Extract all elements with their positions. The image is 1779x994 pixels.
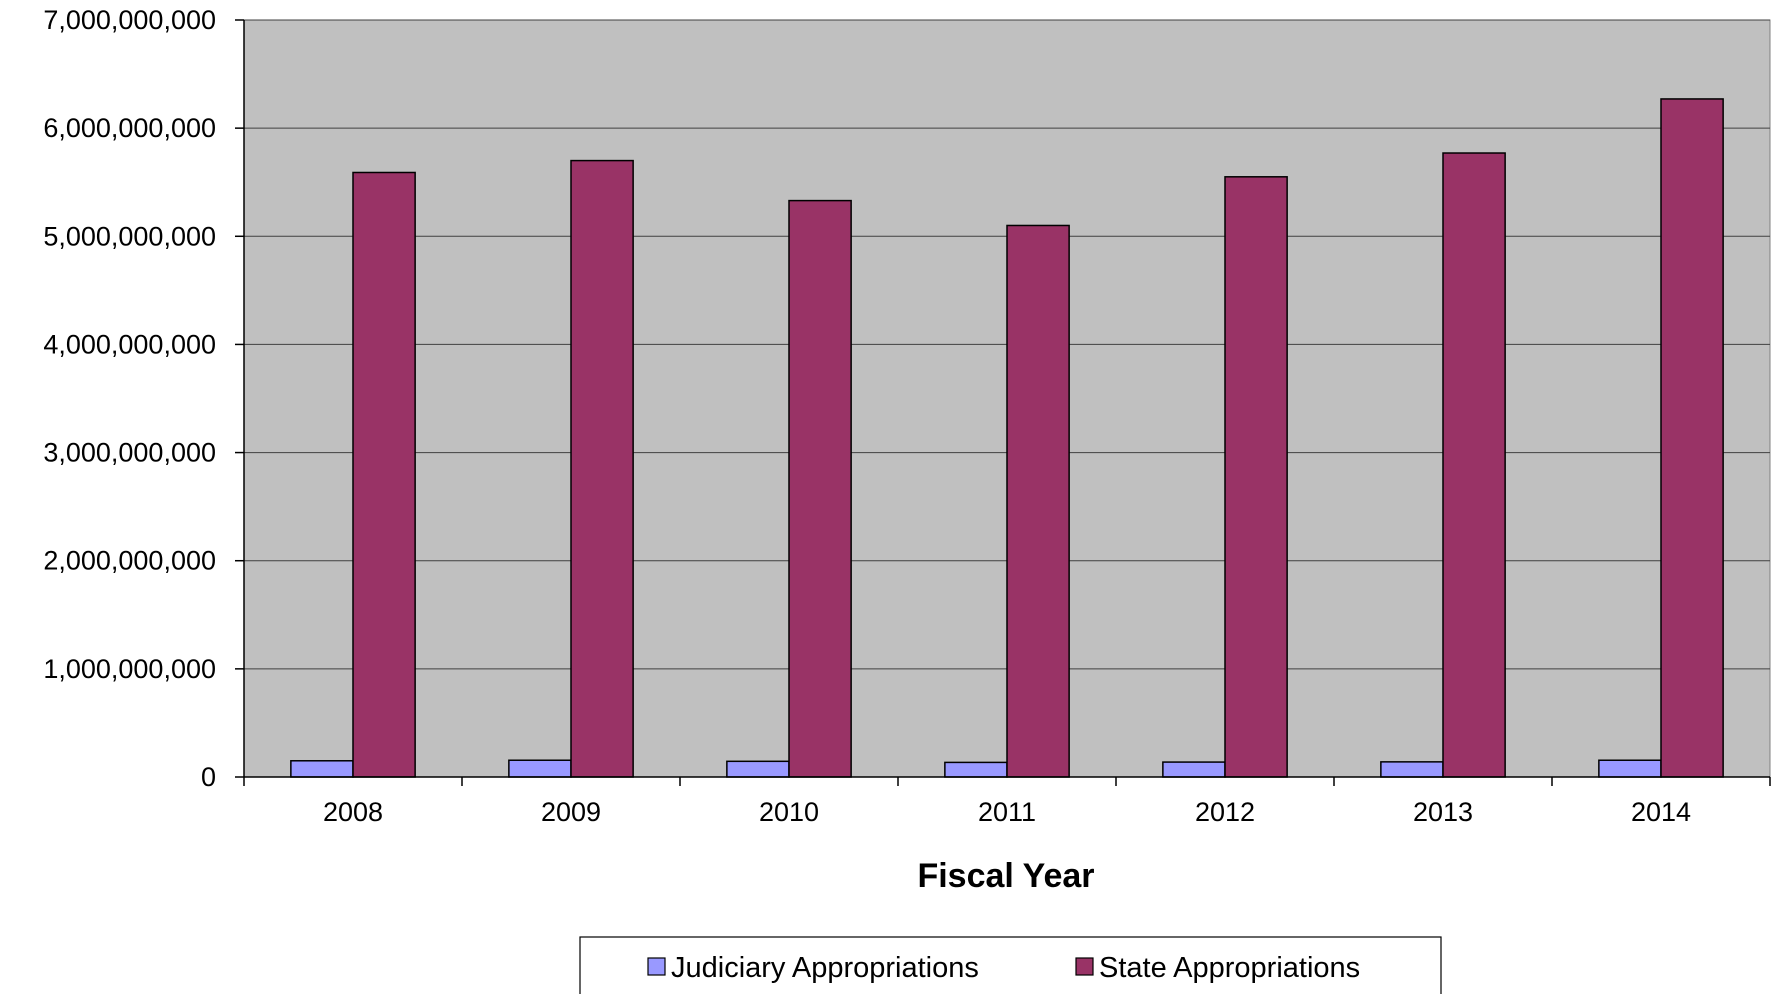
x-tick-label: 2010 bbox=[759, 797, 819, 827]
y-tick-label: 7,000,000,000 bbox=[43, 5, 216, 35]
bar-judiciary-appropriations-2009 bbox=[508, 759, 572, 778]
x-tick-label: 2012 bbox=[1195, 797, 1255, 827]
y-tick-label: 0 bbox=[201, 762, 216, 792]
bar-judiciary-appropriations-2014 bbox=[1598, 759, 1662, 778]
bar-state-appropriations-2013 bbox=[1442, 152, 1506, 778]
x-tick-label: 2008 bbox=[323, 797, 383, 827]
legend-label-judiciary: Judiciary Appropriations bbox=[671, 952, 979, 984]
x-ticks: 2008 2009 2010 2011 2012 2013 2014 bbox=[243, 777, 1771, 827]
bar-judiciary-appropriations-2013 bbox=[1380, 761, 1444, 778]
bar-state-appropriations-2008 bbox=[352, 171, 416, 778]
y-tick-label: 3,000,000,000 bbox=[43, 438, 216, 468]
bar-state-appropriations-2014 bbox=[1660, 98, 1724, 778]
bar-judiciary-appropriations-2010 bbox=[726, 760, 790, 778]
y-tick-label: 2,000,000,000 bbox=[43, 546, 216, 576]
bar-judiciary-appropriations-2012 bbox=[1162, 761, 1226, 778]
x-axis-title: Fiscal Year bbox=[917, 857, 1094, 895]
bar-state-appropriations-2009 bbox=[570, 159, 634, 778]
legend-swatch-state bbox=[1075, 957, 1094, 976]
legend: Judiciary Appropriations State Appropria… bbox=[579, 936, 1442, 994]
axes bbox=[243, 20, 1770, 778]
bar-judiciary-appropriations-2008 bbox=[290, 760, 354, 778]
y-tick-label: 5,000,000,000 bbox=[43, 221, 216, 251]
x-tick-label: 2011 bbox=[978, 797, 1036, 827]
x-tick-label: 2013 bbox=[1413, 797, 1473, 827]
x-tick-label: 2009 bbox=[541, 797, 601, 827]
legend-label-state: State Appropriations bbox=[1099, 952, 1360, 984]
legend-swatch-judiciary bbox=[647, 957, 666, 976]
x-tick-label: 2014 bbox=[1631, 797, 1691, 827]
bar-state-appropriations-2010 bbox=[788, 199, 852, 778]
y-ticks: 0 1,000,000,000 2,000,000,000 3,000,000,000… bbox=[43, 5, 244, 792]
y-tick-label: 4,000,000,000 bbox=[43, 329, 216, 359]
bars bbox=[290, 98, 1724, 778]
y-tick-label: 6,000,000,000 bbox=[43, 113, 216, 143]
bar-state-appropriations-2012 bbox=[1224, 176, 1288, 778]
y-tick-label: 1,000,000,000 bbox=[43, 654, 216, 684]
bar-judiciary-appropriations-2011 bbox=[944, 761, 1008, 778]
bar-state-appropriations-2011 bbox=[1006, 224, 1070, 778]
legend-box bbox=[579, 936, 1442, 994]
